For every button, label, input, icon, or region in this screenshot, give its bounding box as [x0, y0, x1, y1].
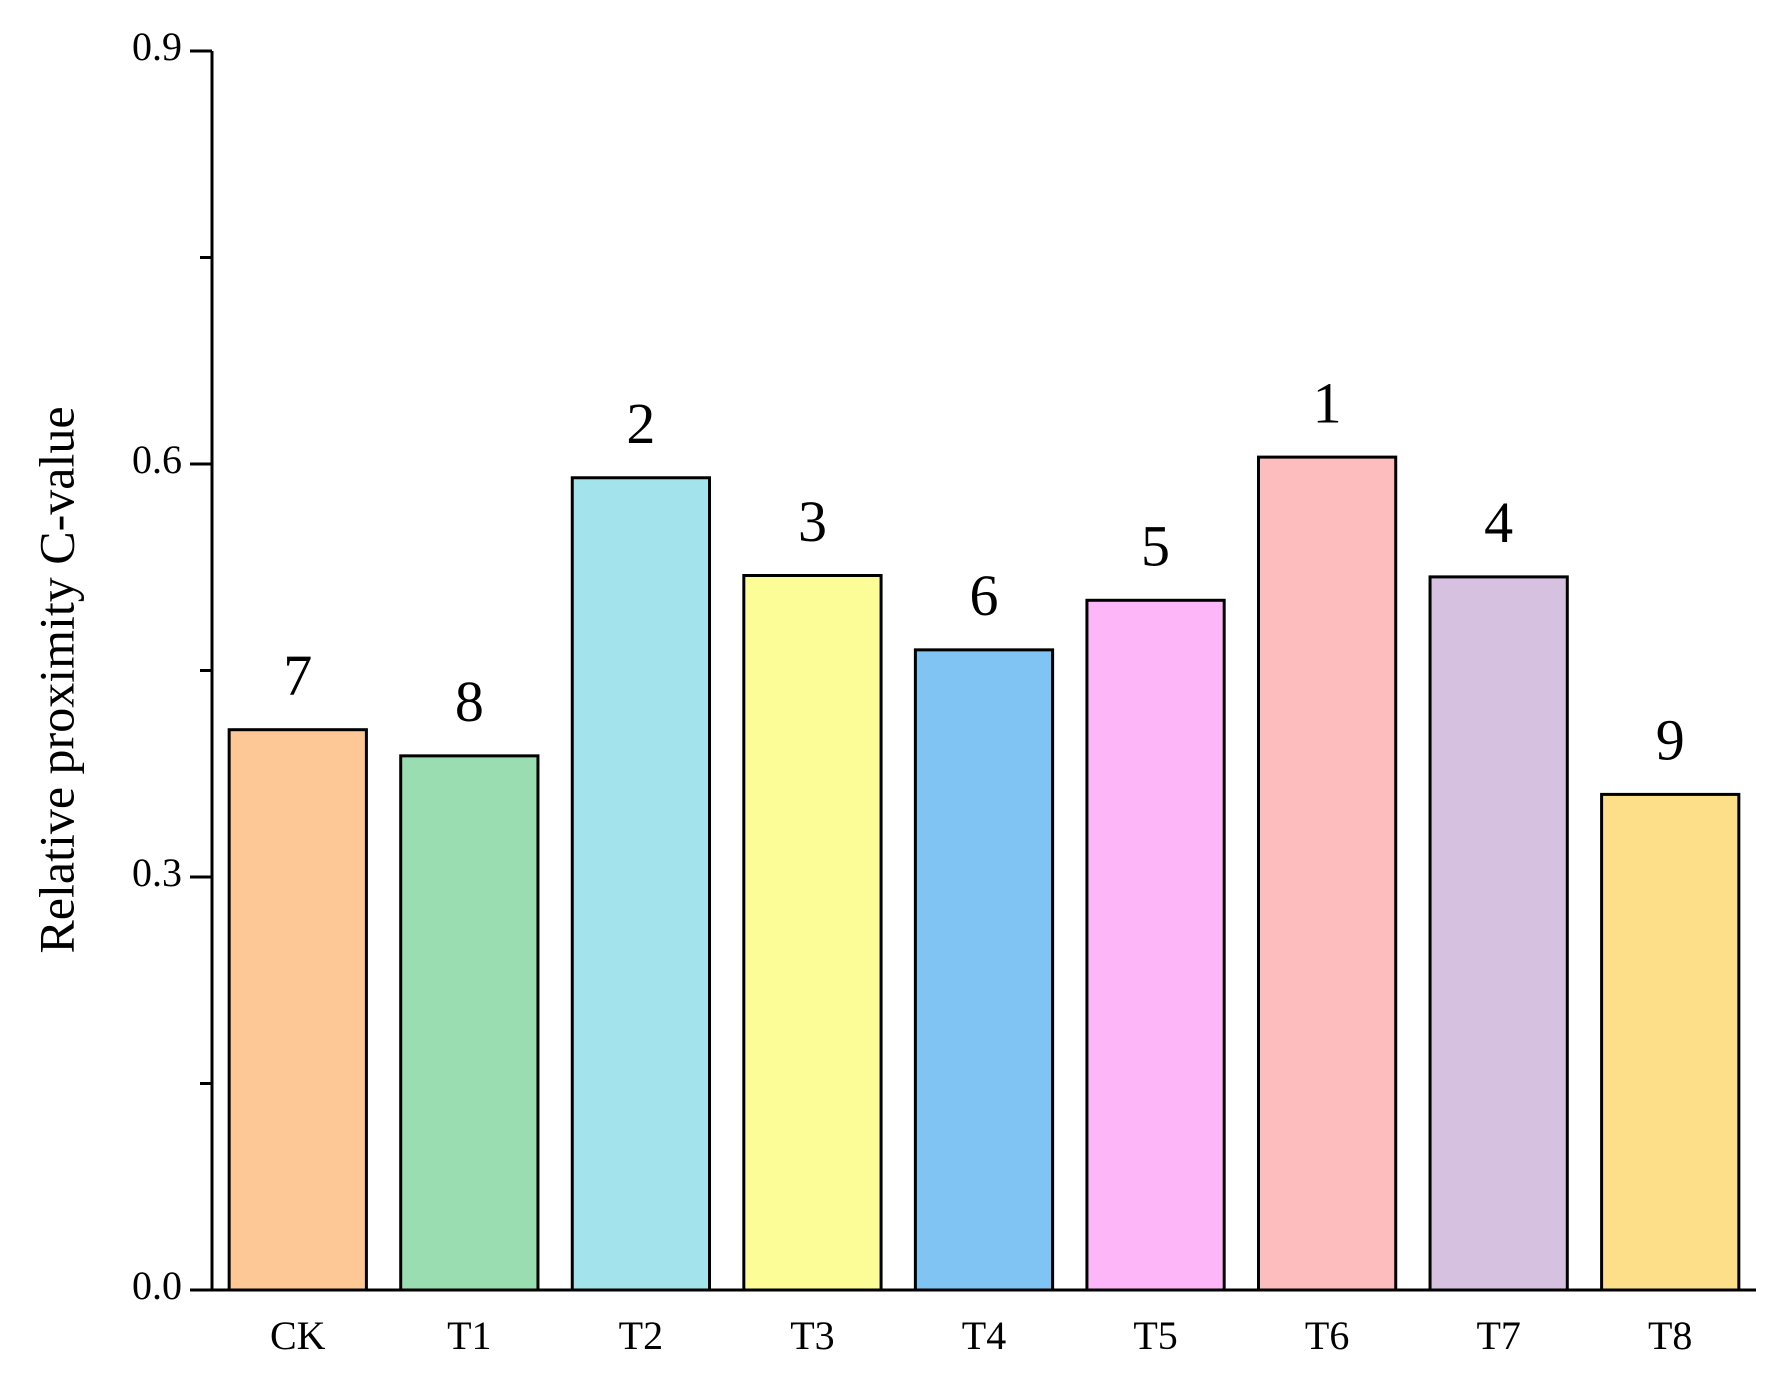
x-tick-label: T1 — [447, 1313, 491, 1358]
bar — [227, 728, 368, 1292]
y-tick-label: 0.9 — [132, 24, 182, 69]
x-tick-label: T3 — [790, 1313, 834, 1358]
bar — [570, 476, 712, 1292]
rank-label: 9 — [1656, 708, 1685, 773]
bar — [742, 574, 883, 1292]
bar — [1085, 598, 1226, 1292]
y-axis-label: Relative proximity C-value — [28, 406, 84, 953]
bar — [1600, 792, 1741, 1292]
y-tick-label: 0.3 — [132, 850, 182, 895]
bar — [399, 754, 540, 1292]
bar — [1428, 575, 1569, 1292]
rank-label: 1 — [1313, 370, 1342, 435]
rank-label: 4 — [1484, 490, 1513, 555]
bar — [913, 648, 1055, 1292]
x-tick-label: T4 — [962, 1313, 1006, 1358]
x-tick-label: T5 — [1133, 1313, 1177, 1358]
rank-label: 8 — [455, 669, 484, 734]
x-tick-label: T6 — [1305, 1313, 1349, 1358]
rank-label: 6 — [970, 563, 999, 628]
x-tick-label: T7 — [1476, 1313, 1520, 1358]
rank-label: 2 — [626, 391, 655, 456]
rank-label: 3 — [798, 489, 827, 554]
bar — [1256, 455, 1398, 1292]
x-tick-label: T8 — [1648, 1313, 1692, 1358]
y-tick-label: 0.6 — [132, 437, 182, 482]
x-tick-label: T2 — [619, 1313, 663, 1358]
rank-label: 7 — [283, 643, 312, 708]
rank-label: 5 — [1141, 514, 1170, 579]
x-tick-label: CK — [270, 1313, 326, 1358]
y-tick-label: 0.0 — [132, 1263, 182, 1308]
